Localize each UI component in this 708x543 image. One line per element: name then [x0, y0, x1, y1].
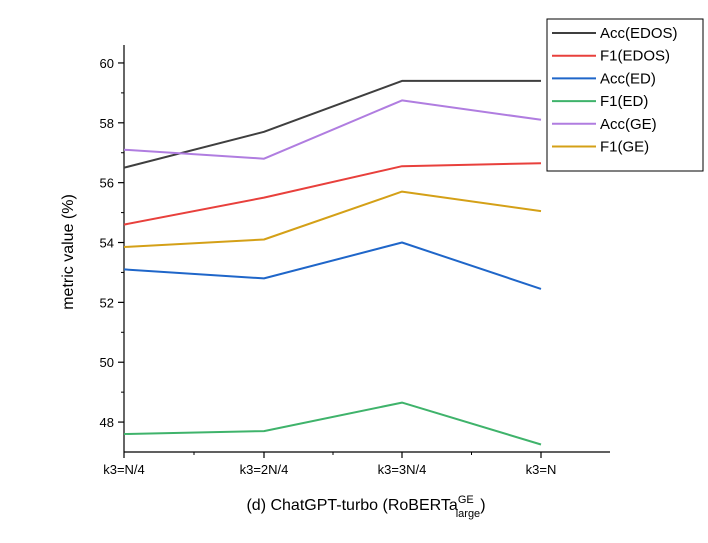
y-tick-label: 48	[100, 415, 114, 430]
y-tick-label: 50	[100, 355, 114, 370]
x-axis-title: (d) ChatGPT-turbo (RoBERTaGE large)	[246, 494, 485, 520]
x-axis-title-suffix: )	[480, 497, 485, 514]
x-tick-label: k3=N	[526, 462, 557, 477]
series-line-f1-ge	[123, 190, 542, 248]
series-line-f1-edos	[123, 162, 542, 226]
series-line-acc-ed	[123, 241, 542, 290]
plot-area: 48 50 52 54 56 58 60 k3=N/4 k3=2N/4 k3=3N/4 k3=N	[100, 45, 610, 477]
series-line-acc-edos	[123, 79, 541, 169]
legend-label-acc-edos: Acc(EDOS)	[600, 25, 678, 42]
series-line-acc-ge	[123, 99, 542, 160]
y-tick-label: 52	[100, 295, 114, 310]
y-tick-label: 58	[100, 116, 114, 131]
legend-label-f1-edos: F1(EDOS)	[600, 48, 670, 65]
x-axis-title-superscript: GE	[458, 494, 474, 506]
legend-label-acc-ge: Acc(GE)	[600, 116, 657, 133]
legend: Acc(EDOS) F1(EDOS) Acc(ED) F1(ED) Acc(GE) F1(…	[546, 18, 704, 172]
y-tick-label: 54	[100, 236, 114, 251]
legend-items: Acc(EDOS) F1(EDOS) Acc(ED) F1(ED) Acc(GE) F1(…	[552, 25, 678, 156]
series-lines	[123, 79, 542, 446]
x-axis-title-subscript: large	[456, 508, 480, 520]
y-tick-label: 56	[100, 176, 114, 191]
x-ticks: k3=N/4 k3=2N/4 k3=3N/4 k3=N	[103, 452, 556, 477]
legend-label-f1-ed: F1(ED)	[600, 93, 648, 110]
y-ticks: 48 50 52 54 56 58 60	[100, 56, 124, 430]
legend-label-acc-ed: Acc(ED)	[600, 70, 656, 87]
x-axis-title-main: (d) ChatGPT-turbo (RoBERTa	[246, 497, 457, 514]
series-line-f1-ed	[123, 401, 542, 446]
x-tick-label: k3=2N/4	[240, 462, 289, 477]
x-tick-label: k3=3N/4	[378, 462, 427, 477]
legend-label-f1-ge: F1(GE)	[600, 139, 649, 156]
y-tick-label: 60	[100, 56, 114, 71]
x-tick-label: k3=N/4	[103, 462, 145, 477]
y-axis-title: metric value (%)	[60, 194, 77, 310]
